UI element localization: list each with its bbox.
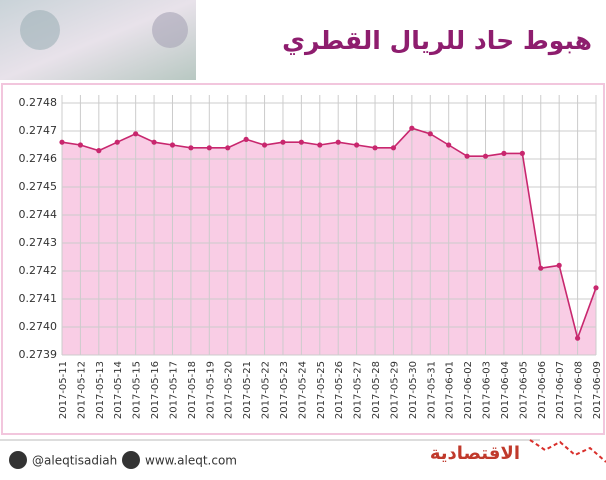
x-tick-label: 2017-05-29 <box>389 361 400 419</box>
website: www.aleqt.com <box>145 454 237 468</box>
point <box>427 131 433 137</box>
x-tick-label: 2017-06-09 <box>592 361 603 419</box>
point <box>409 125 415 131</box>
x-tick-label: 2017-05-28 <box>371 361 382 419</box>
point <box>151 139 157 145</box>
x-tick-label: 2017-06-08 <box>574 361 585 419</box>
x-tick-label: 2017-05-25 <box>316 361 327 419</box>
point <box>317 142 323 148</box>
point <box>464 153 470 159</box>
x-tick-label: 2017-05-31 <box>426 361 437 419</box>
x-tick-label: 2017-05-19 <box>205 361 216 419</box>
x-tick-label: 2017-05-21 <box>242 361 253 419</box>
x-tick-label: 2017-05-16 <box>150 361 161 419</box>
point <box>574 335 581 341</box>
x-tick-label: 2017-05-12 <box>76 361 87 419</box>
point <box>593 285 599 291</box>
x-tick-label: 2017-05-22 <box>261 361 272 419</box>
twitter-handle: @aleqtisadiah <box>32 454 117 468</box>
x-tick-label: 2017-05-26 <box>334 361 345 419</box>
logo: الاقتصادية <box>430 443 520 464</box>
y-tick-label: 0.2745 <box>19 180 58 193</box>
x-tick-label: 2017-05-20 <box>224 361 235 419</box>
x-tick-label: 2017-06-01 <box>445 361 456 419</box>
point <box>225 145 231 151</box>
y-tick-label: 0.2741 <box>19 292 58 305</box>
line <box>61 127 597 341</box>
point <box>556 262 562 268</box>
x-tick-label: 2017-06-06 <box>537 361 548 419</box>
x-tick-label: 2017-05-24 <box>297 361 308 419</box>
point <box>335 139 341 145</box>
point <box>261 142 268 148</box>
x-tick-label: 2017-05-17 <box>168 361 179 419</box>
x-tick-label: 2017-05-23 <box>279 361 290 419</box>
y-tick-label: 0.2742 <box>19 264 58 277</box>
point <box>206 145 212 151</box>
point <box>372 145 378 151</box>
x-tick-label: 2017-05-13 <box>95 361 106 419</box>
x-tick-label: 2017-06-02 <box>463 361 474 419</box>
x-tick-label: 2017-06-04 <box>500 361 511 419</box>
point <box>390 145 397 151</box>
x-tick-label: 2017-06-05 <box>518 361 529 419</box>
x-tick-label: 2017-06-07 <box>555 361 566 419</box>
banknote-emblem <box>20 10 60 50</box>
twitter-icon <box>9 451 27 469</box>
x-tick-label: 2017-05-15 <box>132 361 143 419</box>
point <box>96 148 102 154</box>
point <box>538 265 544 271</box>
y-tick-label: 0.2739 <box>19 348 58 361</box>
y-tick-label: 0.2740 <box>19 320 58 333</box>
x-tick-label: 2017-06-03 <box>482 361 493 419</box>
footer-decoration <box>529 439 606 463</box>
x-tick-label: 2017-05-18 <box>187 361 198 419</box>
point <box>280 139 286 145</box>
point <box>501 150 507 156</box>
chart-frame <box>1 83 605 435</box>
x-tick-label: 2017-05-30 <box>408 361 419 419</box>
y-tick-label: 0.2747 <box>19 124 58 137</box>
point <box>446 142 452 148</box>
y-tick-label: 0.2744 <box>19 208 58 221</box>
y-tick-label: 0.2746 <box>19 152 58 165</box>
point <box>169 142 176 148</box>
x-tick-label: 2017-05-14 <box>113 361 124 419</box>
point <box>519 150 525 156</box>
point <box>188 145 194 151</box>
point <box>482 153 489 159</box>
point <box>298 139 304 145</box>
point <box>133 131 139 137</box>
web-icon <box>122 451 140 469</box>
x-tick-label: 2017-05-27 <box>353 361 364 419</box>
banknote-emblem <box>152 12 188 48</box>
point <box>59 139 65 145</box>
point <box>77 142 84 148</box>
point <box>243 136 249 142</box>
chart-title: هبوط حاد للريال القطري <box>282 26 592 56</box>
point <box>354 142 360 148</box>
area-fill <box>62 128 596 355</box>
y-tick-label: 0.2748 <box>19 96 58 109</box>
y-tick-label: 0.2743 <box>19 236 58 249</box>
point <box>114 139 120 145</box>
x-tick-label: 2017-05-11 <box>58 361 69 419</box>
